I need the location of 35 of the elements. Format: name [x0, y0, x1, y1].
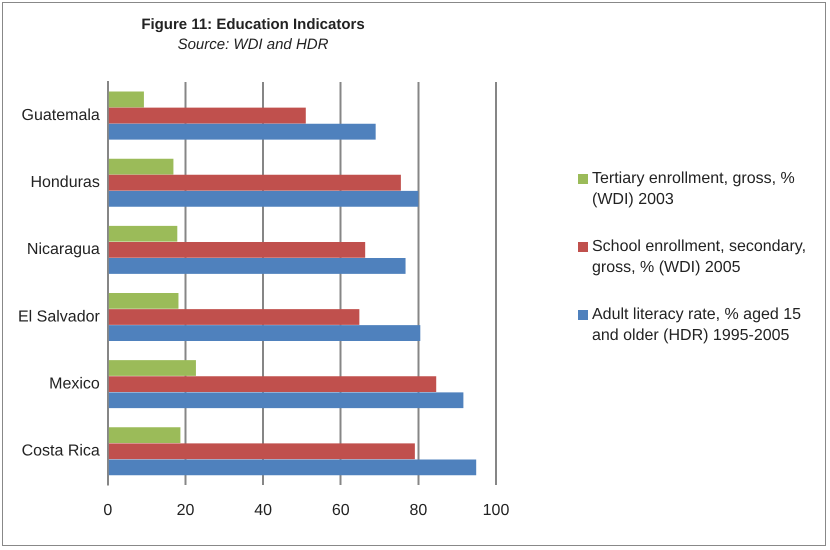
bar [108, 226, 178, 242]
bar [108, 158, 174, 174]
bar [108, 124, 376, 140]
bar [108, 92, 144, 108]
x-tick-label: 20 [176, 502, 194, 519]
chart-title: Figure 11: Education Indicators [141, 16, 365, 34]
bar [108, 459, 476, 476]
bar [108, 309, 360, 325]
chart-subtitle: Source: WDI and HDR [178, 36, 329, 54]
x-tick-label: 100 [482, 502, 510, 519]
legend-label: School enrollment, secondary, gross, % (WDI) 2005 [592, 237, 808, 278]
x-tick-label: 60 [332, 502, 350, 519]
bar [108, 392, 464, 408]
x-tick-label: 0 [103, 502, 112, 519]
bar [108, 174, 401, 191]
y-tick-label: Mexico [49, 376, 100, 393]
legend-label: Adult literacy rate, % aged 15 and older (HDR) 1995-2005 [592, 305, 802, 346]
bar [108, 376, 436, 392]
legend-label: Tertiary enrollment, gross, % (WDI) 2003 [592, 169, 796, 210]
bar [108, 190, 418, 207]
bar [108, 242, 366, 258]
y-tick-label: Guatemala [22, 106, 100, 124]
y-tick-label: El Salvador [18, 308, 100, 326]
bar [108, 292, 178, 309]
bar [108, 360, 196, 376]
x-tick-label: 40 [254, 502, 272, 519]
bar [108, 325, 420, 341]
bar [108, 108, 306, 124]
y-tick-label: Honduras [30, 174, 100, 192]
bar [108, 258, 406, 274]
bar [108, 443, 415, 460]
bar [108, 427, 180, 444]
x-tick-label: 80 [409, 502, 428, 519]
y-tick-label: Nicaragua [26, 241, 100, 258]
y-tick-label: Costa Rica [22, 442, 100, 460]
